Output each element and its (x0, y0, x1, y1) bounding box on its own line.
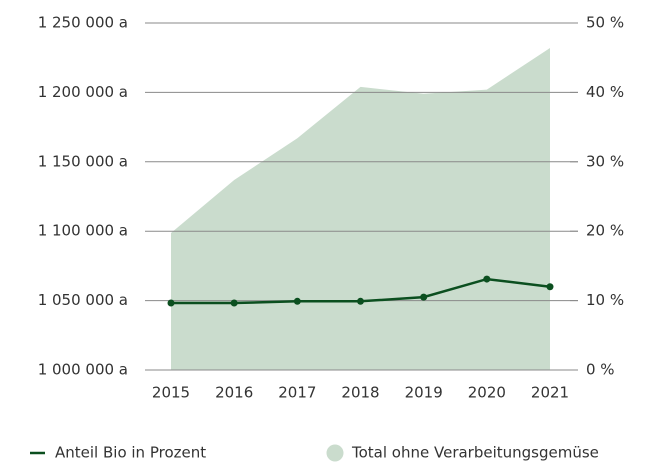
y-tick-label: 1 150 000 a (38, 152, 128, 170)
y2-tick-label: 0 % (586, 361, 615, 379)
x-tick-label: 2019 (405, 384, 443, 402)
marker (546, 283, 554, 291)
y-tick-label: 1 200 000 a (38, 83, 128, 101)
x-tick-label: 2015 (152, 384, 190, 402)
y2-tick-label: 40 % (586, 83, 624, 101)
area (171, 47, 550, 370)
y2-tick-label: 50 % (586, 14, 624, 32)
marker (167, 299, 175, 307)
y2-tick-label: 30 % (586, 152, 624, 170)
marker (483, 275, 491, 283)
legend-label: Anteil Bio in Prozent (55, 444, 206, 462)
marker (357, 297, 364, 305)
legend-swatch (326, 444, 344, 462)
y-tick-label: 1 000 000 a (38, 361, 128, 379)
x-tick-label: 2021 (531, 384, 569, 402)
y-tick-label: 1 100 000 a (38, 222, 128, 240)
y2-tick-label: 10 % (586, 291, 624, 309)
legend-label: Total ohne Verarbeitungsgemüse (351, 444, 599, 462)
x-tick-label: 2020 (468, 384, 506, 402)
y2-tick-label: 20 % (586, 222, 624, 240)
y-tick-label: 1 050 000 a (38, 291, 128, 309)
x-tick-label: 2017 (278, 384, 316, 402)
x-tick-label: 2018 (341, 384, 379, 402)
x-tick-label: 2016 (215, 384, 253, 402)
y-tick-label: 1 250 000 a (38, 14, 128, 32)
marker (230, 299, 238, 307)
marker (420, 293, 428, 301)
marker (293, 297, 301, 305)
